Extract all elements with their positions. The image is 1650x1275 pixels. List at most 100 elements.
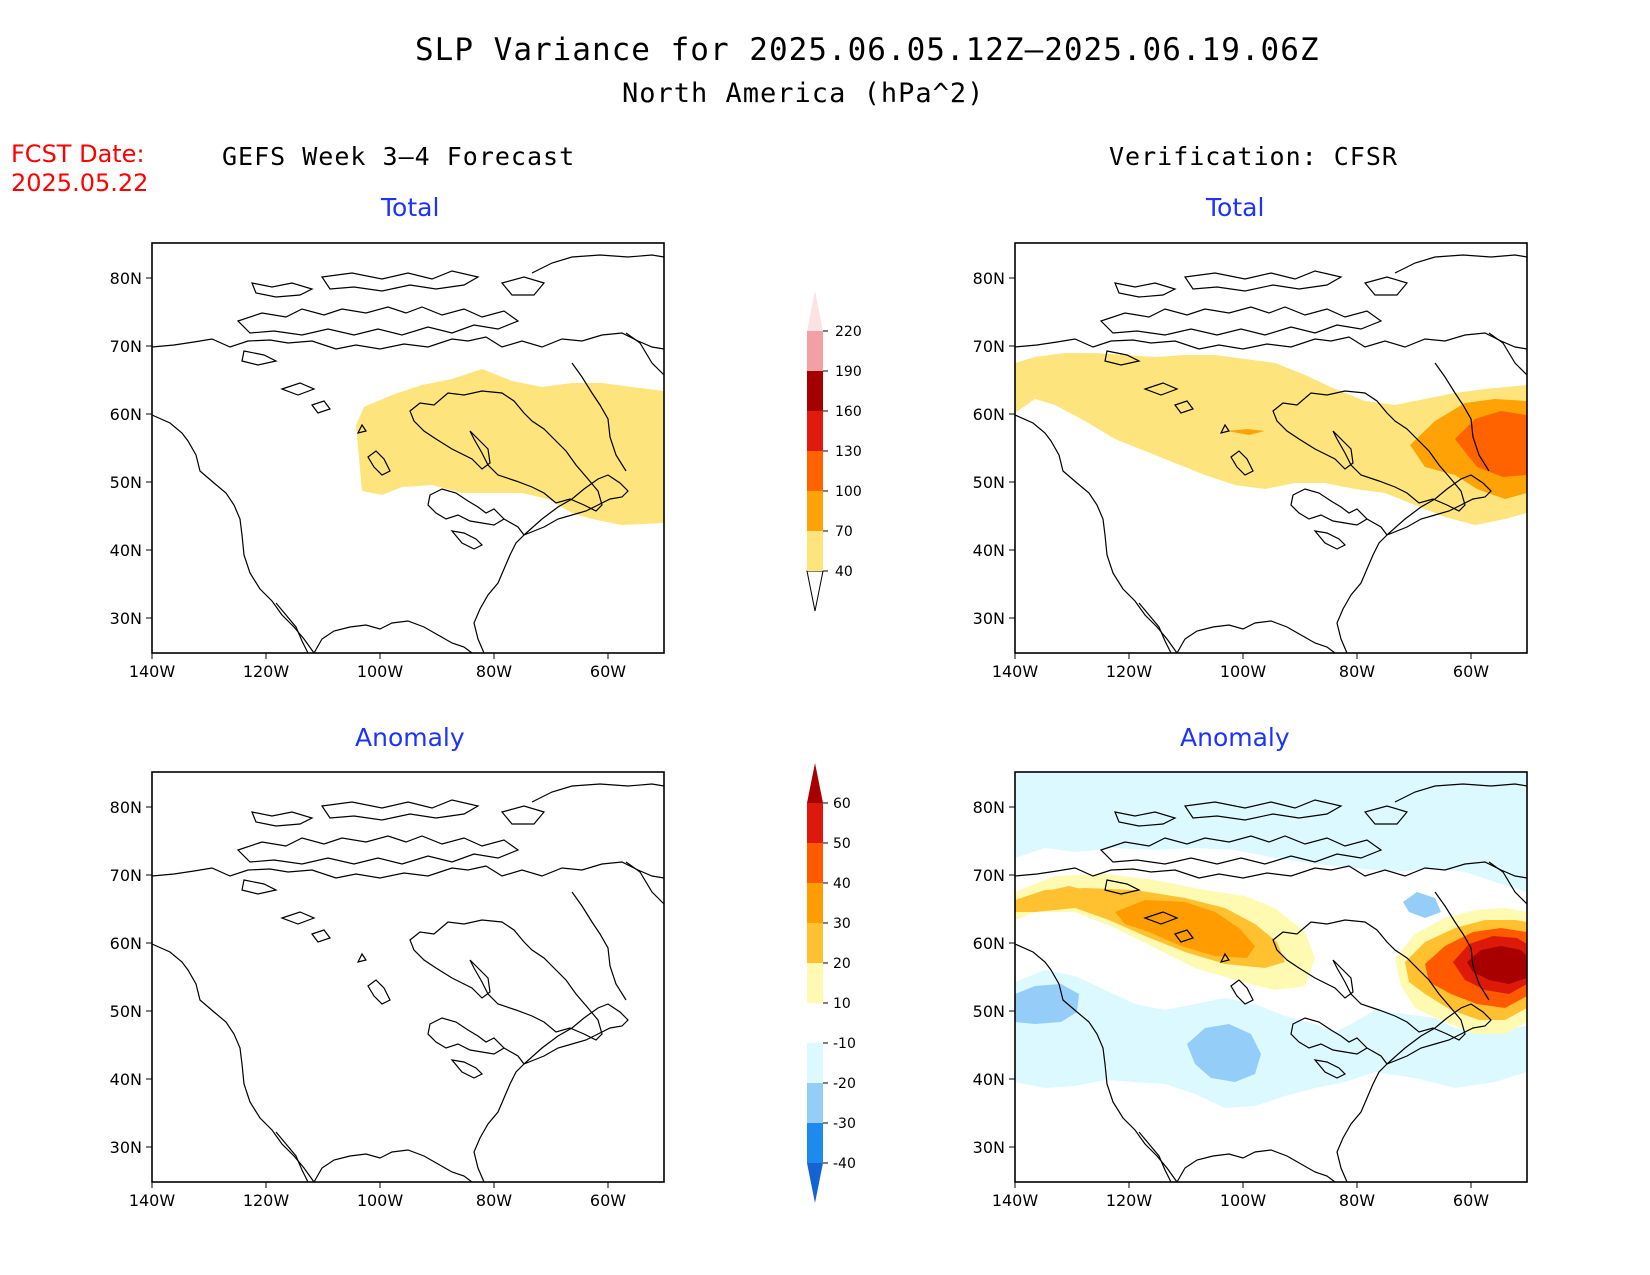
verification-total-shading-40 (1015, 353, 1527, 525)
total-colorbar: 40 70 100 130 160 190 220 (806, 291, 862, 612)
colorbar-segment (807, 1043, 823, 1083)
colorbar-label: -10 (833, 1036, 856, 1052)
colorbar-label: 50 (833, 836, 851, 852)
lon-label: 120W (1106, 1191, 1153, 1210)
lat-label: 60N (973, 934, 1005, 953)
lat-label: 40N (973, 1070, 1005, 1089)
colorbar-label: -40 (833, 1156, 856, 1172)
lon-label: 120W (243, 1191, 290, 1210)
lat-label: 60N (110, 405, 142, 424)
lon-label: 120W (243, 662, 290, 681)
colorbar-upper-triangle (807, 763, 823, 803)
forecast-column-header: GEFS Week 3–4 Forecast (222, 142, 576, 171)
anomaly-colorbar: -40 -30 -20 -10 10 20 30 40 50 60 (807, 763, 856, 1203)
verification-anomaly-map (1014, 771, 1528, 1183)
colorbar-label: 60 (833, 796, 851, 812)
lon-label: 60W (590, 662, 626, 681)
anom-neg10-north (1015, 772, 1527, 892)
lat-label: 40N (973, 541, 1005, 560)
colorbar-label: -20 (833, 1076, 856, 1092)
lon-label: 80W (476, 662, 512, 681)
lat-label: 30N (110, 609, 142, 628)
lon-label: 80W (476, 1191, 512, 1210)
colorbar-segment (807, 923, 823, 963)
colorbar-segment (807, 411, 823, 451)
colorbar-segment (807, 331, 823, 371)
lat-label: 30N (973, 1138, 1005, 1157)
anom-pos30-west (1115, 900, 1255, 958)
lat-label: 50N (973, 473, 1005, 492)
forecast-total-map (151, 242, 665, 654)
lon-label: 80W (1339, 1191, 1375, 1210)
verification-total-shading-40b (1227, 429, 1265, 435)
colorbar-label: 40 (835, 564, 853, 580)
lat-label: 80N (110, 269, 142, 288)
colorbar-lower-triangle (806, 570, 824, 612)
fcst-date-label: FCST Date: (11, 140, 145, 168)
lat-label: 40N (110, 541, 142, 560)
colorbar-segment (807, 371, 823, 411)
lon-label: 140W (129, 662, 176, 681)
forecast-anomaly-title: Anomaly (355, 723, 465, 752)
verification-total-shading-100 (1455, 411, 1527, 477)
colorbar-segment (807, 1083, 823, 1123)
axis-labels: 80N 70N 60N 50N 40N 30N 140W 120W 100W 80W 60W 80N 7… (110, 269, 1490, 1210)
lon-label: 60W (590, 1191, 626, 1210)
colorbar-label: 100 (835, 484, 862, 500)
anom-pos60-east (1467, 946, 1527, 984)
lat-label: 80N (110, 798, 142, 817)
lat-label: 70N (110, 337, 142, 356)
lat-label: 30N (973, 609, 1005, 628)
lat-label: 50N (110, 473, 142, 492)
lon-label: 100W (357, 662, 404, 681)
colorbar-label: 130 (835, 444, 862, 460)
lat-label: 60N (110, 934, 142, 953)
colorbar-upper-triangle (807, 291, 823, 331)
lon-label: 140W (992, 1191, 1039, 1210)
verification-anomaly-title: Anomaly (1180, 723, 1290, 752)
lat-label: 80N (973, 798, 1005, 817)
lon-label: 100W (357, 1191, 404, 1210)
anom-neg20-west (1015, 984, 1079, 1024)
lon-label: 60W (1453, 1191, 1489, 1210)
colorbar-segment (807, 1003, 823, 1043)
lon-label: 80W (1339, 662, 1375, 681)
lon-label: 100W (1220, 662, 1267, 681)
colorbar-label: 30 (833, 916, 851, 932)
colorbar-segment (807, 883, 823, 923)
verification-total-map (1014, 242, 1528, 654)
verification-total-title: Total (1206, 193, 1265, 222)
colorbar-segment (807, 1123, 823, 1163)
lat-label: 70N (973, 337, 1005, 356)
lat-label: 70N (110, 866, 142, 885)
colorbar-lower-triangle (807, 1163, 823, 1203)
colorbar-segment (807, 531, 823, 571)
figure-subtitle: North America (hPa^2) (622, 78, 985, 109)
verification-column-header: Verification: CFSR (1109, 142, 1398, 171)
colorbar-label: 190 (835, 364, 862, 380)
anom-neg20-hudson (1403, 892, 1441, 918)
anom-neg10-south (1015, 970, 1527, 1108)
forecast-total-shading (356, 369, 664, 525)
figure-title: SLP Variance for 2025.06.05.12Z–2025.06.… (415, 32, 1320, 68)
colorbar-label: 160 (835, 404, 862, 420)
forecast-total-title: Total (381, 193, 440, 222)
lat-label: 30N (110, 1138, 142, 1157)
colorbar-label: 220 (835, 324, 862, 340)
colorbar-segment (807, 963, 823, 1003)
lat-label: 60N (973, 405, 1005, 424)
colorbar-segment (807, 451, 823, 491)
anom-neg20-central (1187, 1024, 1261, 1082)
colorbar-label: 10 (833, 996, 851, 1012)
lon-label: 100W (1220, 1191, 1267, 1210)
anom-pos10-spot (1051, 886, 1085, 896)
lat-label: 80N (973, 269, 1005, 288)
colorbar-segment (807, 803, 823, 843)
colorbar-label: 70 (835, 524, 853, 540)
lon-label: 140W (992, 662, 1039, 681)
lat-label: 50N (110, 1002, 142, 1021)
colorbar-label: -30 (833, 1116, 856, 1132)
forecast-anomaly-map (151, 771, 665, 1183)
lon-label: 120W (1106, 662, 1153, 681)
